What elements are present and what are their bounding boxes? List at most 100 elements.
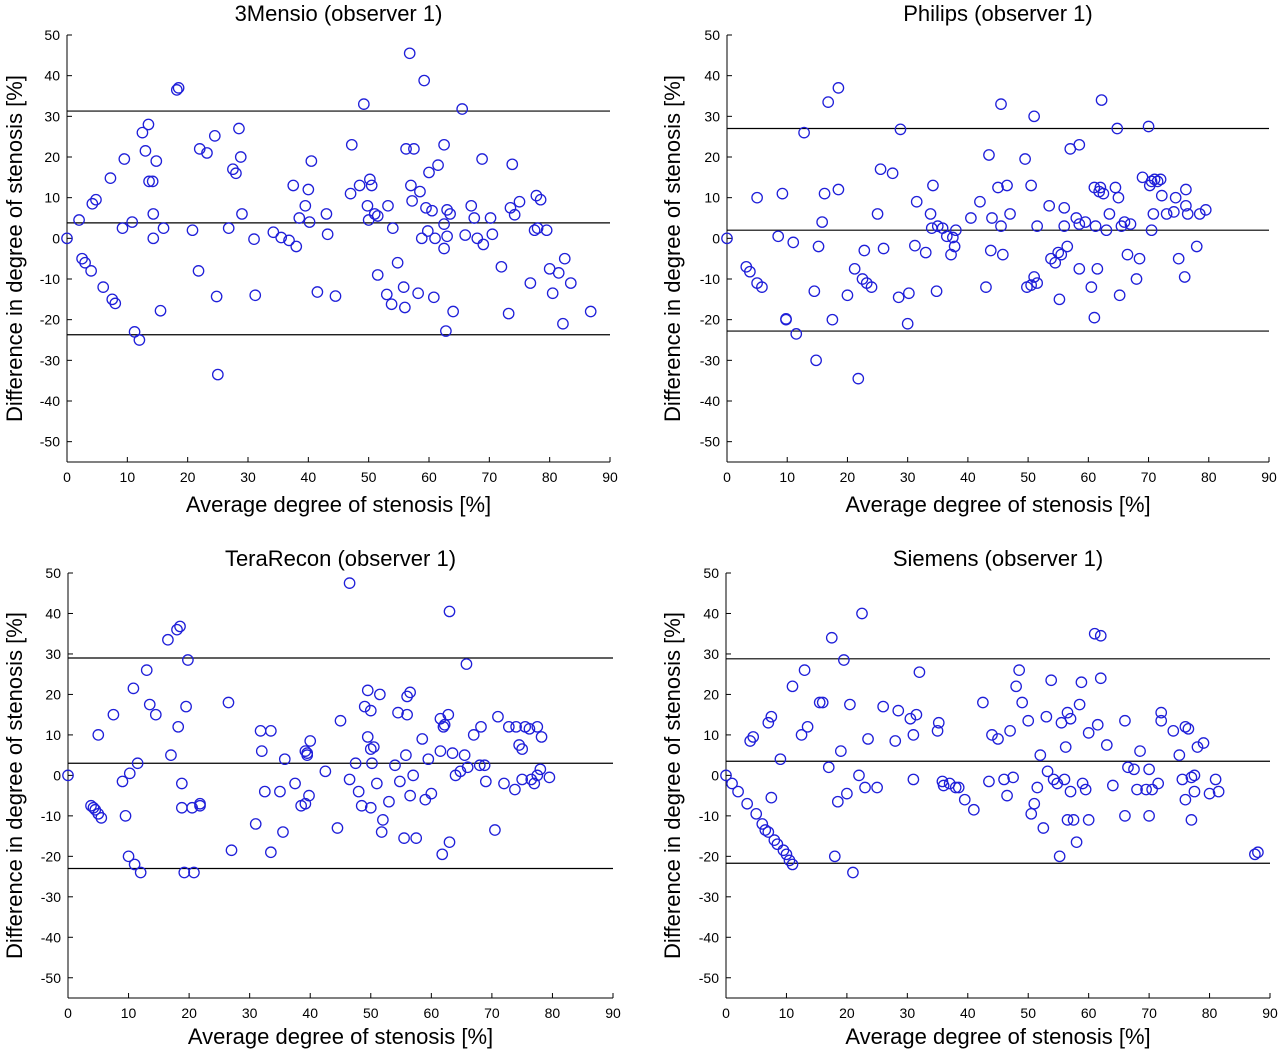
x-tick-label: 40 (302, 1005, 318, 1021)
data-point (311, 286, 324, 298)
data-point (406, 195, 418, 207)
x-tick-label: 90 (602, 469, 618, 485)
data-point (786, 858, 799, 871)
y-tick-label: -40 (40, 393, 60, 409)
data-point (397, 281, 410, 293)
data-point (366, 757, 378, 770)
data-point (85, 799, 97, 812)
data-point (225, 844, 238, 857)
data-point (97, 281, 110, 293)
y-tick-label: 30 (44, 108, 60, 124)
y-tick-label: -30 (699, 889, 719, 905)
data-point (118, 153, 131, 165)
data-point (1075, 676, 1088, 689)
x-tick-label: 60 (421, 469, 437, 485)
data-point (1073, 218, 1086, 230)
data-point (171, 623, 183, 636)
data-point (265, 846, 277, 859)
data-point (154, 304, 167, 317)
data-point (998, 773, 1010, 786)
data-point (134, 866, 147, 879)
y-tick-label: 30 (703, 646, 719, 662)
data-point (61, 232, 73, 245)
data-point (771, 838, 784, 851)
data-point (1103, 208, 1116, 220)
data-point (1053, 850, 1066, 863)
data-point (1128, 763, 1140, 776)
data-point (721, 232, 733, 245)
data-point (367, 741, 380, 753)
data-point (801, 720, 814, 733)
data-point (287, 179, 300, 192)
data-point (886, 167, 899, 180)
data-point (419, 793, 432, 806)
data-point (877, 700, 890, 713)
data-point (188, 866, 200, 879)
data-point (443, 836, 456, 849)
data-point (95, 812, 108, 824)
data-point (1173, 749, 1186, 761)
data-point (765, 791, 778, 804)
data-point (458, 749, 471, 761)
x-tick-label: 80 (542, 469, 558, 485)
data-point (210, 290, 223, 303)
data-point (892, 704, 905, 717)
data-point (405, 179, 417, 192)
data-point (1124, 218, 1137, 230)
data-point (865, 281, 878, 293)
data-point (790, 328, 803, 340)
data-point (1031, 781, 1044, 794)
data-point (404, 789, 416, 802)
data-point (400, 143, 412, 155)
data-point (1097, 187, 1110, 200)
data-point (852, 372, 865, 385)
data-point (265, 725, 277, 737)
x-axis-label: Average degree of stenosis [%] (845, 1024, 1150, 1049)
data-point (438, 138, 450, 151)
data-point (889, 735, 902, 747)
data-point (984, 244, 997, 257)
data-point (423, 166, 435, 179)
y-tick-label: -30 (41, 889, 61, 905)
data-point (834, 745, 847, 757)
y-tick-label: 10 (703, 727, 719, 743)
data-point (877, 242, 890, 255)
data-point (841, 289, 854, 302)
data-point (174, 620, 186, 633)
data-point (948, 240, 961, 253)
y-tick-label: -20 (699, 848, 719, 864)
data-point (826, 313, 839, 326)
data-point (1079, 216, 1092, 228)
data-point (1088, 311, 1101, 324)
data-point (907, 729, 920, 741)
x-tick-label: 50 (361, 469, 377, 485)
data-point (1181, 208, 1194, 220)
x-axis-label: Average degree of stenosis [%] (188, 1024, 493, 1049)
data-point (302, 183, 315, 196)
data-point (986, 729, 998, 741)
data-point (486, 228, 499, 241)
data-point (1252, 846, 1264, 859)
y-tick-label: 0 (712, 230, 720, 246)
data-point (1155, 706, 1168, 719)
data-point (377, 814, 389, 826)
data-point (564, 277, 577, 289)
x-axis-label: Average degree of stenosis [%] (186, 492, 491, 517)
data-point (813, 696, 826, 709)
data-point (329, 290, 342, 302)
data-point (925, 222, 938, 235)
data-point (744, 265, 756, 278)
data-point (992, 733, 1004, 745)
data-point (122, 850, 135, 863)
data-point (774, 753, 787, 766)
data-point (1089, 220, 1102, 232)
data-point (756, 281, 768, 293)
data-point (780, 313, 792, 326)
data-point (401, 708, 413, 721)
data-point (932, 716, 945, 729)
data-point (353, 179, 366, 192)
data-point (1082, 814, 1095, 826)
data-point (126, 216, 139, 228)
data-point (903, 287, 915, 300)
data-point (461, 761, 474, 774)
